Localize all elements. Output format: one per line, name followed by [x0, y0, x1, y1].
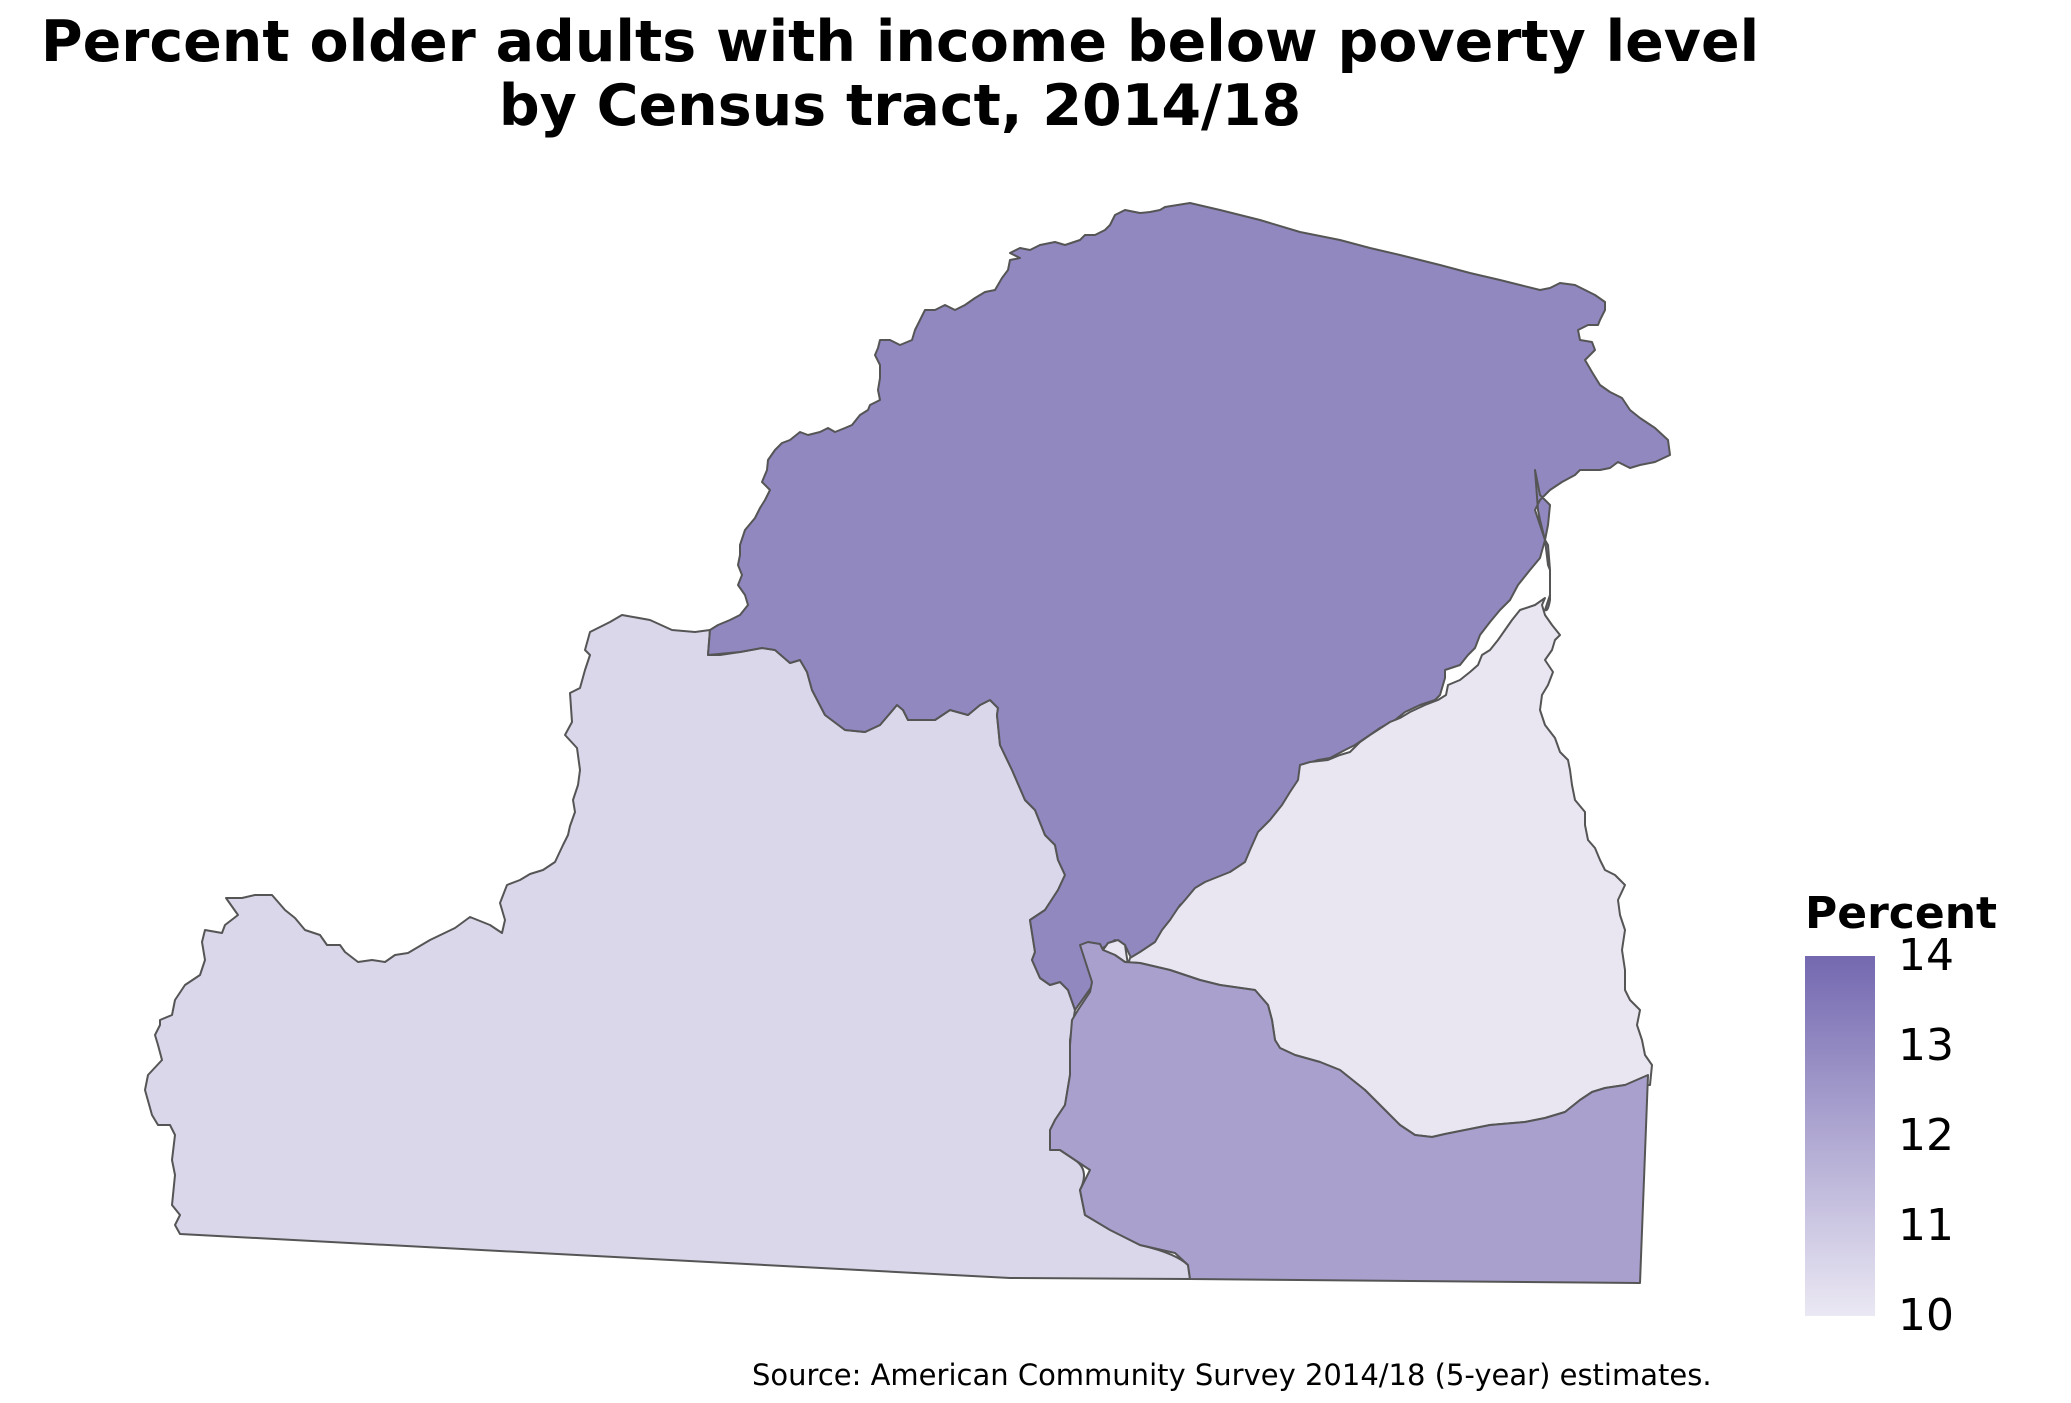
tract-southeast — [1049, 941, 1649, 1284]
map-title: Percent older adults with income below p… — [0, 10, 1800, 138]
legend-tick-label-10: 10 — [1898, 1290, 1954, 1341]
legend-tick-label-12: 12 — [1898, 1110, 1954, 1161]
legend-title: Percent — [1805, 888, 1998, 939]
map-title-line-1: Percent older adults with income below p… — [40, 9, 1760, 75]
map-title-line-2: by Census tract, 2014/18 — [498, 73, 1302, 139]
tract-north — [707, 202, 1671, 1011]
legend-tick-label-13: 13 — [1898, 1020, 1954, 1071]
legend-tick-label-11: 11 — [1898, 1200, 1954, 1251]
legend-color-bar — [1805, 956, 1875, 1316]
legend-tick-label-14: 14 — [1898, 930, 1954, 981]
source-caption: Source: American Community Survey 2014/1… — [752, 1358, 1712, 1392]
